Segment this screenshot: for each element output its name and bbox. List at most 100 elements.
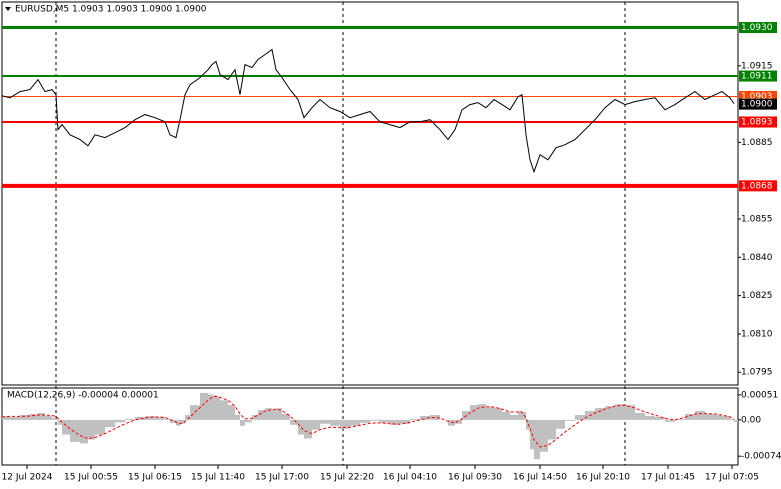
level-label-bg bbox=[739, 98, 777, 110]
x-tick-label: 15 Jul 22:20 bbox=[320, 473, 374, 483]
x-tick-label: 15 Jul 00:55 bbox=[64, 473, 118, 483]
macd-bar bbox=[165, 418, 170, 420]
macd-bar bbox=[455, 419, 462, 424]
macd-bar bbox=[360, 419, 370, 423]
macd-bar bbox=[155, 416, 165, 420]
macd-bar bbox=[282, 413, 290, 420]
level-label-bg bbox=[739, 180, 777, 192]
macd-bar bbox=[228, 405, 235, 420]
macd-bar bbox=[540, 419, 548, 452]
macd-bar bbox=[212, 395, 216, 420]
x-tick-label: 15 Jul 06:15 bbox=[128, 473, 182, 483]
macd-bar bbox=[330, 419, 340, 426]
macd-bar bbox=[20, 414, 30, 420]
macd-bar bbox=[534, 419, 540, 460]
macd-bar bbox=[350, 419, 360, 426]
level-label-bg bbox=[739, 90, 777, 102]
macd-bar bbox=[70, 419, 80, 442]
macd-bar bbox=[176, 419, 180, 426]
level-label-bg bbox=[739, 116, 777, 128]
macd-y-tick-label: 0.00051 bbox=[741, 390, 778, 400]
macd-bar bbox=[685, 413, 695, 420]
level-label: 1.0903 bbox=[741, 92, 773, 102]
macd-bar bbox=[380, 419, 390, 423]
chart-title: EURUSD,M5 1.0903 1.0903 1.0900 1.0900 bbox=[15, 5, 207, 15]
x-tick-label: 16 Jul 04:10 bbox=[383, 473, 437, 483]
macd-bar bbox=[510, 414, 518, 420]
y-tick-label: 1.0810 bbox=[741, 329, 773, 339]
macd-bar bbox=[88, 419, 95, 440]
macd-bar bbox=[625, 405, 635, 420]
macd-bar bbox=[95, 419, 105, 435]
y-tick-label: 1.0840 bbox=[741, 253, 773, 263]
x-tick-label: 16 Jul 20:10 bbox=[576, 473, 630, 483]
macd-bar bbox=[190, 405, 200, 420]
macd-bar bbox=[430, 414, 440, 420]
macd-bar bbox=[115, 419, 125, 423]
level-label-bg bbox=[739, 70, 777, 82]
y-tick-label: 1.0915 bbox=[741, 61, 773, 71]
macd-y-tick-label: -0.00074 bbox=[741, 452, 781, 462]
macd-bar bbox=[734, 419, 738, 422]
macd-bar bbox=[208, 394, 212, 420]
macd-bar bbox=[605, 406, 615, 420]
macd-bar bbox=[245, 419, 252, 423]
macd-bar bbox=[145, 415, 155, 420]
macd-bar bbox=[518, 411, 522, 420]
macd-bar bbox=[235, 414, 240, 420]
macd-bar bbox=[58, 419, 62, 425]
level-label: 1.0868 bbox=[741, 181, 773, 191]
macd-bar bbox=[80, 419, 88, 444]
macd-bar bbox=[220, 400, 228, 420]
macd-bar bbox=[556, 419, 565, 429]
macd-bar bbox=[125, 418, 135, 420]
macd-bar bbox=[548, 419, 556, 440]
macd-bar bbox=[370, 419, 380, 421]
macd-bar bbox=[635, 413, 645, 420]
macd-bar bbox=[695, 411, 705, 420]
macd-bar bbox=[240, 419, 245, 426]
macd-bar bbox=[522, 412, 526, 420]
x-tick-label: 16 Jul 09:30 bbox=[448, 473, 502, 483]
macd-bar bbox=[52, 417, 56, 420]
price-line bbox=[1, 48, 735, 174]
macd-bar bbox=[200, 392, 208, 420]
macd-bar bbox=[494, 408, 502, 420]
macd-bar bbox=[135, 416, 145, 420]
macd-bar bbox=[448, 419, 455, 426]
level-label-bg bbox=[739, 22, 777, 34]
macd-bar bbox=[298, 419, 304, 435]
macd-bar bbox=[252, 414, 258, 420]
macd-bar bbox=[2, 415, 10, 420]
macd-bar bbox=[730, 418, 734, 420]
macd-bar bbox=[38, 413, 45, 420]
macd-bar bbox=[526, 419, 530, 430]
macd-bar bbox=[715, 414, 722, 420]
macd-bar bbox=[645, 415, 655, 420]
macd-bar bbox=[105, 419, 115, 428]
macd-bar bbox=[655, 416, 665, 420]
macd-bar bbox=[722, 415, 730, 420]
macd-bar bbox=[615, 404, 625, 420]
y-tick-label: 1.0855 bbox=[741, 215, 773, 225]
macd-y-tick-label: 0.00 bbox=[741, 415, 761, 425]
macd-bar bbox=[470, 405, 478, 420]
macd-bar bbox=[185, 414, 190, 420]
x-tick-label: 16 Jul 14:50 bbox=[513, 473, 567, 483]
macd-bar bbox=[565, 419, 575, 421]
level-label: 1.0911 bbox=[741, 72, 773, 82]
macd-bar bbox=[62, 419, 70, 435]
x-tick-label: 15 Jul 17:00 bbox=[255, 473, 309, 483]
x-tick-label: 17 Jul 01:45 bbox=[641, 473, 695, 483]
macd-bar bbox=[665, 419, 675, 422]
macd-bar bbox=[170, 419, 176, 423]
macd-bar bbox=[30, 413, 38, 420]
y-tick-label: 1.0885 bbox=[741, 138, 773, 148]
macd-bar bbox=[390, 419, 400, 425]
macd-bar bbox=[304, 419, 312, 439]
macd-bar bbox=[340, 419, 350, 429]
macd-bar bbox=[312, 419, 320, 430]
macd-label: MACD(12,26,9) -0.00004 0.00001 bbox=[7, 391, 159, 401]
macd-bar bbox=[486, 407, 494, 420]
